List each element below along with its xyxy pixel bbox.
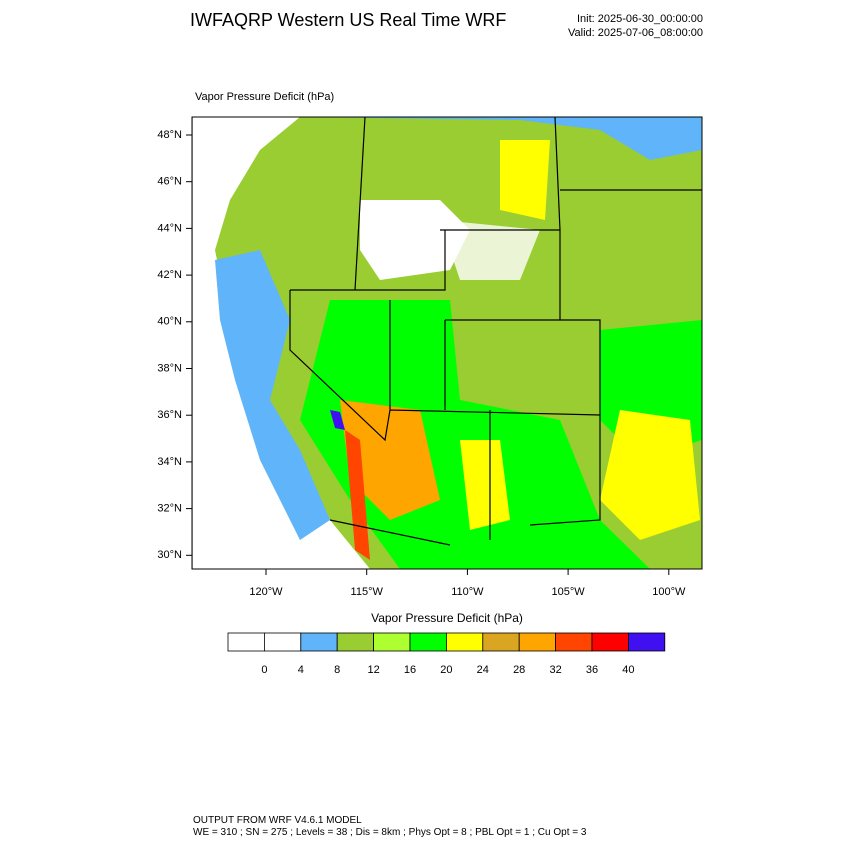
colorbar-box bbox=[555, 632, 593, 652]
map-subtitle: Vapor Pressure Deficit (hPa) bbox=[195, 91, 334, 103]
colorbar-box bbox=[263, 632, 302, 652]
colorbar-title: Vapor Pressure Deficit (hPa) bbox=[371, 611, 523, 625]
lat-tick-label: 46°N bbox=[157, 176, 182, 188]
lon-tick-label: 100°W bbox=[652, 586, 686, 598]
colorbar-label: 36 bbox=[586, 664, 598, 676]
colorbar-label: 8 bbox=[334, 664, 340, 676]
colorbar-label: 24 bbox=[477, 664, 489, 676]
lat-tick-label: 40°N bbox=[157, 316, 182, 328]
lat-tick-label: 44°N bbox=[157, 222, 182, 234]
title: IWFAQRP Western US Real Time WRF bbox=[190, 10, 506, 30]
colorbar-label: 20 bbox=[440, 664, 452, 676]
colorbar-box bbox=[445, 632, 484, 652]
lon-tick-label: 105°W bbox=[552, 586, 586, 598]
lon-tick-label: 120°W bbox=[249, 586, 283, 598]
colorbar-box bbox=[409, 632, 447, 652]
lat-tick-label: 34°N bbox=[157, 456, 182, 468]
colorbar-box bbox=[518, 632, 557, 652]
colorbar-box bbox=[482, 632, 520, 652]
lat-tick-label: 32°N bbox=[157, 503, 182, 515]
init-time: Init: 2025-06-30_00:00:00 bbox=[577, 13, 703, 25]
colorbar-label: 12 bbox=[367, 664, 379, 676]
colorbar-label: 16 bbox=[404, 664, 416, 676]
lon-tick-label: 115°W bbox=[351, 586, 384, 598]
colorbar-label: 32 bbox=[549, 664, 561, 676]
colorbar-box bbox=[300, 632, 338, 652]
colorbar-label: 28 bbox=[513, 664, 525, 676]
colorbar-label: 4 bbox=[298, 664, 304, 676]
colorbar-box bbox=[227, 632, 265, 652]
footer-line: WE = 310 ; SN = 275 ; Levels = 38 ; Dis … bbox=[193, 827, 587, 838]
lon-tick-label: 110°W bbox=[451, 586, 484, 598]
colorbar-box bbox=[628, 632, 666, 652]
colorbar-box bbox=[591, 632, 629, 652]
colorbar-box bbox=[373, 632, 411, 652]
colorbar: 0 4 8 12 16 20 24 28 32 36 40 bbox=[227, 632, 666, 676]
lat-tick-label: 30°N bbox=[157, 549, 182, 561]
map-field bbox=[191, 116, 703, 570]
lat-tick-label: 38°N bbox=[157, 362, 182, 374]
lat-tick-label: 36°N bbox=[157, 409, 182, 421]
lat-tick-label: 48°N bbox=[157, 129, 182, 141]
colorbar-box bbox=[336, 632, 375, 652]
valid-time: Valid: 2025-07-06_08:00:00 bbox=[568, 27, 703, 39]
footer-line: OUTPUT FROM WRF V4.6.1 MODEL bbox=[193, 815, 362, 826]
colorbar-label: 40 bbox=[622, 664, 634, 676]
lat-tick-label: 42°N bbox=[157, 269, 182, 281]
colorbar-label: 0 bbox=[261, 664, 267, 676]
